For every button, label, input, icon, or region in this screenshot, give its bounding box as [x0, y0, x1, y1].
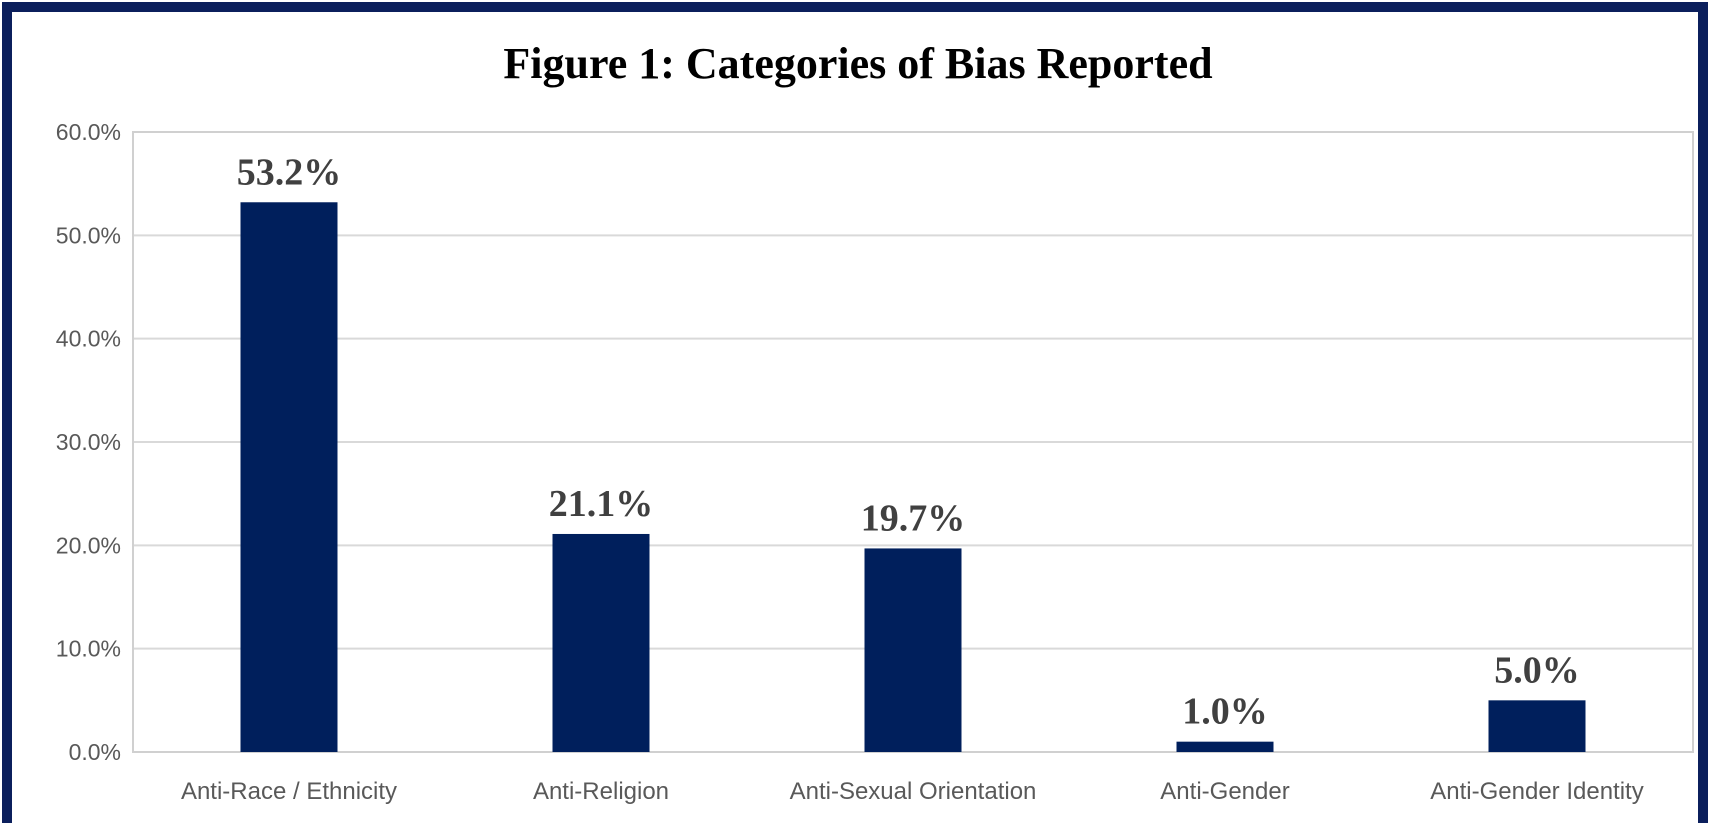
x-tick-label: Anti-Sexual Orientation — [790, 778, 1037, 805]
bar — [1488, 700, 1586, 752]
bar — [1176, 741, 1274, 752]
data-label: 53.2% — [237, 151, 342, 193]
x-tick-label: Anti-Gender Identity — [1430, 778, 1643, 805]
y-tick-label: 0.0% — [69, 739, 121, 765]
bar — [552, 533, 650, 752]
bar — [240, 202, 338, 752]
x-tick-label: Anti-Religion — [533, 778, 669, 805]
data-label: 19.7% — [861, 497, 966, 539]
x-tick-label: Anti-Race / Ethnicity — [181, 778, 397, 805]
chart-title: Figure 1: Categories of Bias Reported — [503, 39, 1213, 88]
y-tick-label: 20.0% — [56, 532, 121, 558]
data-label: 21.1% — [549, 483, 654, 525]
data-label: 5.0% — [1494, 649, 1580, 691]
y-tick-label: 60.0% — [56, 119, 121, 145]
x-tick-label: Anti-Gender — [1160, 778, 1289, 805]
y-tick-label: 40.0% — [56, 326, 121, 352]
bar — [864, 548, 962, 752]
y-tick-label: 30.0% — [56, 429, 121, 455]
data-label: 1.0% — [1182, 691, 1268, 733]
y-tick-label: 50.0% — [56, 222, 121, 248]
y-tick-label: 10.0% — [56, 636, 121, 662]
